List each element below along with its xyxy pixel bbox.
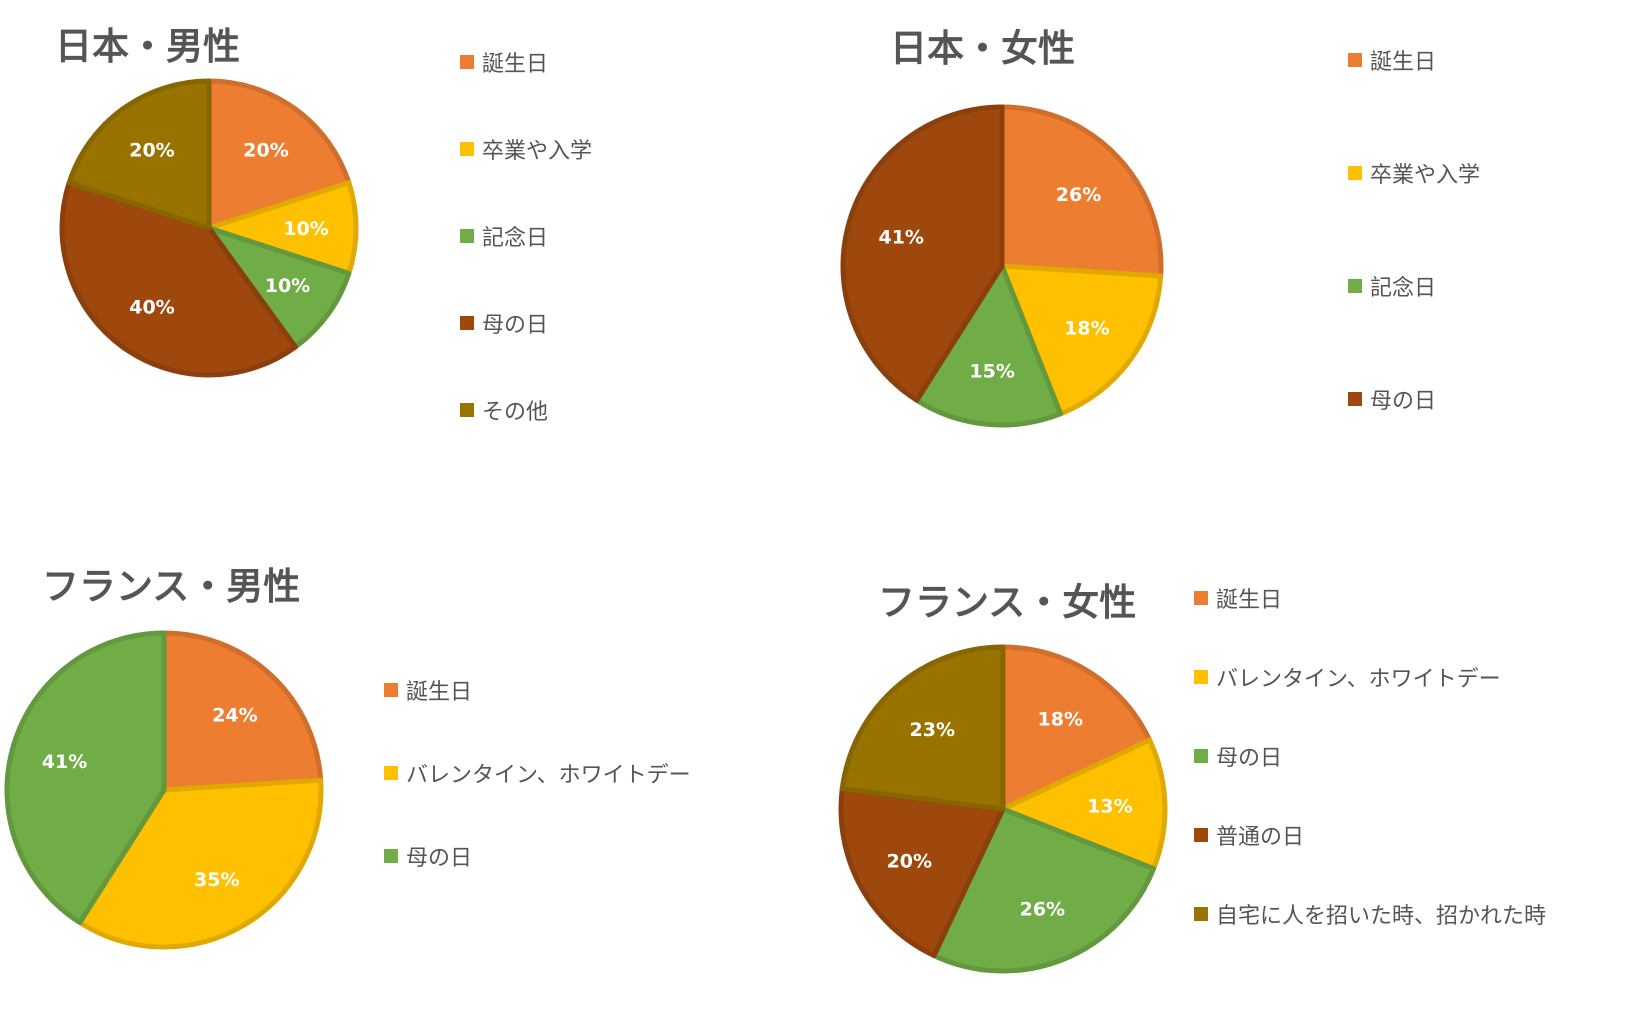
legend-item: 卒業や入学 (1348, 157, 1480, 189)
data-label-3: 20% (887, 851, 932, 873)
data-label-3: 41% (878, 227, 923, 249)
data-label-2: 26% (1020, 898, 1065, 920)
legend-swatch (1348, 53, 1362, 67)
legend-item: その他 (460, 394, 548, 426)
data-label-4: 23% (910, 719, 955, 741)
chart-title: フランス・男性 (42, 565, 301, 608)
legend-label: 母の日 (482, 313, 549, 338)
pie-slice-3 (838, 786, 1006, 959)
data-label-3: 40% (129, 296, 174, 318)
legend-swatch (460, 403, 474, 417)
legend-item: 誕生日 (1348, 44, 1436, 76)
legend-label: 自宅に人を招いた時、招かれた時 (1216, 904, 1547, 929)
legend-swatch (384, 849, 398, 863)
pie-slice-1 (77, 777, 324, 950)
legend-swatch (1194, 591, 1208, 605)
pie-slice-3 (840, 104, 1005, 403)
data-label-0: 20% (243, 140, 288, 162)
pie-slice-4 (66, 78, 212, 231)
legend-swatch (384, 683, 398, 697)
legend-label: 記念日 (482, 226, 549, 251)
legend-swatch (1348, 166, 1362, 180)
legend-label: 記念日 (1370, 276, 1437, 301)
legend-item: 母の日 (1194, 740, 1282, 772)
legend-label: 母の日 (1370, 389, 1437, 414)
legend-item: 普通の日 (1194, 819, 1304, 851)
legend-swatch (460, 316, 474, 330)
legend-item: 母の日 (460, 307, 548, 339)
chart-title: フランス・女性 (878, 581, 1137, 624)
pie-slice-2 (931, 806, 1157, 974)
legend-swatch (1348, 279, 1362, 293)
legend-swatch (1194, 670, 1208, 684)
legend-item: 記念日 (1348, 270, 1436, 302)
legend-swatch (460, 142, 474, 156)
legend: 誕生日卒業や入学記念日母の日その他 (460, 46, 660, 426)
pie-chart: 24% 35% 41% (4, 630, 324, 950)
legend-swatch (1194, 828, 1208, 842)
chart-title: 日本・女性 (890, 27, 1075, 70)
legend-item: 記念日 (460, 220, 548, 252)
data-label-1: 13% (1087, 796, 1132, 818)
data-label-1: 10% (283, 218, 328, 240)
data-label-0: 18% (1038, 709, 1083, 731)
legend-label: 誕生日 (406, 680, 473, 705)
pie-slice-2 (4, 630, 167, 926)
pie-slice-2 (206, 225, 352, 350)
legend-item: バレンタイン、ホワイトデー (384, 757, 691, 789)
pie-slice-0 (161, 630, 324, 793)
pie-chart: 18% 13% 26% 20% 23% (838, 644, 1168, 974)
legend-item: 母の日 (384, 840, 472, 872)
legend-swatch (460, 55, 474, 69)
data-label-1: 35% (194, 869, 239, 891)
legend-label: バレンタイン、ホワイトデー (1216, 667, 1501, 692)
data-label-2: 15% (969, 360, 1014, 382)
legend: 誕生日バレンタイン、ホワイトデー 母の日 (384, 674, 691, 894)
legend-item: 自宅に人を招いた時、招かれた時 (1194, 898, 1546, 930)
data-label-2: 10% (265, 275, 310, 297)
legend-item: 誕生日 (384, 674, 472, 706)
legend-label: 普通の日 (1216, 825, 1305, 850)
pie-slice-3 (59, 180, 298, 378)
data-label-4: 20% (129, 140, 174, 162)
data-label-1: 18% (1064, 318, 1109, 340)
legend-swatch (1194, 749, 1208, 763)
pie-slice-0 (1000, 644, 1153, 812)
legend-label: 母の日 (1216, 746, 1283, 771)
legend-swatch (460, 229, 474, 243)
pie-slice-2 (914, 263, 1064, 428)
pie-slice-1 (1000, 737, 1168, 872)
legend-label: 卒業や入学 (1370, 163, 1481, 188)
pie-chart: 20% 10% 10% 40% 20% (59, 78, 359, 378)
legend-item: バレンタイン、ホワイトデー (1194, 661, 1501, 693)
pie-slice-1 (999, 263, 1164, 417)
legend-item: 卒業や入学 (460, 133, 592, 165)
legend-swatch (1348, 392, 1362, 406)
pie-slice-4 (839, 644, 1006, 812)
legend-swatch (1194, 907, 1208, 921)
legend-label: 卒業や入学 (482, 139, 593, 164)
pie-chart: 26% 18% 15% 41% (840, 104, 1164, 428)
legend-label: 誕生日 (1370, 50, 1437, 75)
legend: 誕生日バレンタイン、ホワイトデー 母の日普通の日自宅に人を招いた時、招かれた時 (1194, 582, 1594, 942)
legend: 誕生日卒業や入学記念日母の日 (1348, 44, 1548, 424)
data-label-0: 24% (212, 704, 257, 726)
legend-item: 誕生日 (460, 46, 548, 78)
data-label-2: 41% (42, 751, 87, 773)
data-label-0: 26% (1056, 184, 1101, 206)
legend-label: 誕生日 (1216, 588, 1283, 613)
pie-slice-0 (999, 104, 1164, 279)
legend-label: その他 (482, 400, 549, 425)
legend-label: 母の日 (406, 846, 473, 871)
pie-slice-1 (206, 180, 359, 276)
legend-label: バレンタイン、ホワイトデー (406, 763, 691, 788)
legend-label: 誕生日 (482, 52, 549, 77)
legend-item: 誕生日 (1194, 582, 1282, 614)
legend-item: 母の日 (1348, 383, 1436, 415)
pie-slice-0 (206, 78, 352, 231)
chart-title: 日本・男性 (55, 25, 240, 68)
legend-swatch (384, 766, 398, 780)
